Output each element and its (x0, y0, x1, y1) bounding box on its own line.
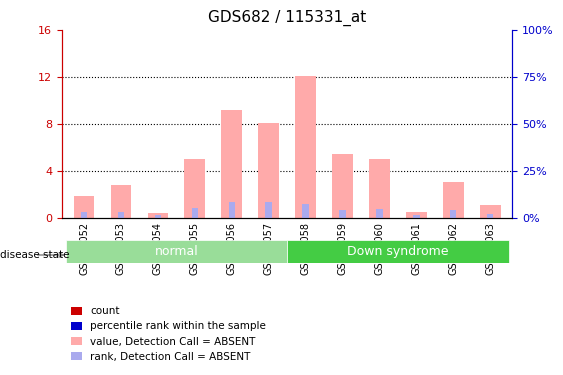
Bar (111, 185, 131, 218)
Bar (295, 76, 316, 217)
Bar (221, 110, 242, 218)
Legend: count, percentile rank within the sample, value, Detection Call = ABSENT, rank, : count, percentile rank within the sample… (67, 302, 270, 366)
Text: normal: normal (154, 245, 198, 258)
Bar (191, 209, 198, 218)
Bar (258, 123, 279, 218)
Bar (480, 205, 501, 218)
Bar (81, 212, 87, 217)
Bar (487, 214, 493, 217)
Bar (185, 159, 205, 218)
Bar (155, 215, 161, 217)
Bar (413, 214, 419, 217)
Bar (376, 209, 383, 218)
Bar (118, 211, 124, 217)
Bar (265, 202, 272, 217)
Title: GDS682 / 115331_at: GDS682 / 115331_at (208, 10, 367, 26)
Bar (302, 204, 309, 218)
Bar (369, 159, 390, 218)
Bar (339, 210, 346, 218)
FancyBboxPatch shape (66, 240, 287, 262)
Text: disease state: disease state (0, 250, 69, 260)
Bar (148, 213, 168, 217)
Bar (443, 182, 463, 218)
Text: Down syndrome: Down syndrome (347, 245, 449, 258)
Bar (332, 154, 353, 218)
Bar (450, 210, 457, 218)
FancyBboxPatch shape (287, 240, 508, 262)
Bar (406, 211, 427, 217)
Bar (74, 196, 95, 217)
Bar (229, 202, 235, 217)
